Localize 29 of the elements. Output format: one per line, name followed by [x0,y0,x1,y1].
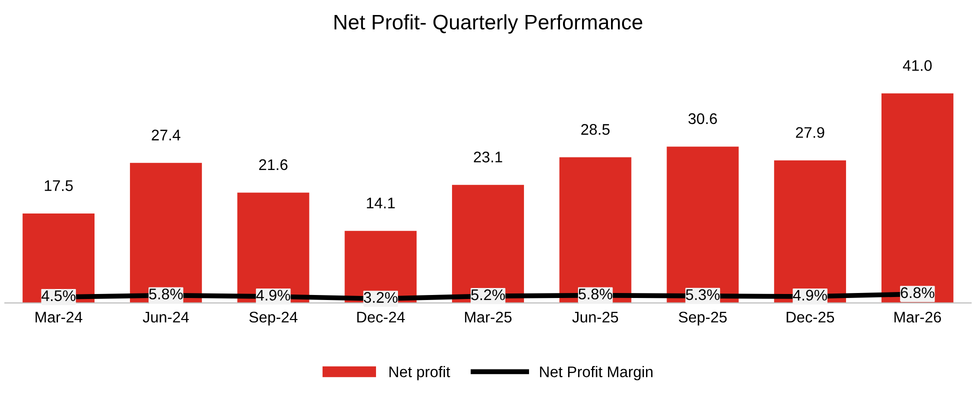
bar [559,157,632,303]
x-tick-label: Dec-24 [357,312,405,323]
x-tick-label: Mar-26 [894,312,941,323]
x-tick-label: Mar-25 [465,312,512,323]
x-tick-label: Sep-24 [249,312,298,326]
x-tick-label: Jun-24 [142,312,189,323]
bar [881,93,954,303]
data-label: 27.9 [796,127,824,138]
x-tick-label: Jun-25 [572,312,618,323]
x-tick-label: Sep-25 [678,312,727,326]
data-label: 30.6 [688,113,717,124]
x-tick-label: Dec-25 [786,312,834,323]
data-label: 21.6 [259,159,288,170]
x-tick-label: Mar-24 [36,312,82,323]
bar [774,160,846,303]
data-label: 17.5 [44,180,73,192]
bar [130,162,202,303]
legend-label: Net profit [390,366,450,380]
chart-title: Net Profit- Quarterly Performance [334,14,642,34]
data-label: 28.5 [581,124,610,135]
data-label: 41.0 [902,60,932,71]
data-label: 27.4 [152,130,180,140]
bar [452,184,524,303]
legend-label: Net Profit Margin [540,366,652,380]
data-label: 14.1 [366,198,395,208]
bar [666,146,739,303]
bar [237,192,310,303]
bar [22,214,95,303]
data-label: 23.1 [474,152,502,162]
